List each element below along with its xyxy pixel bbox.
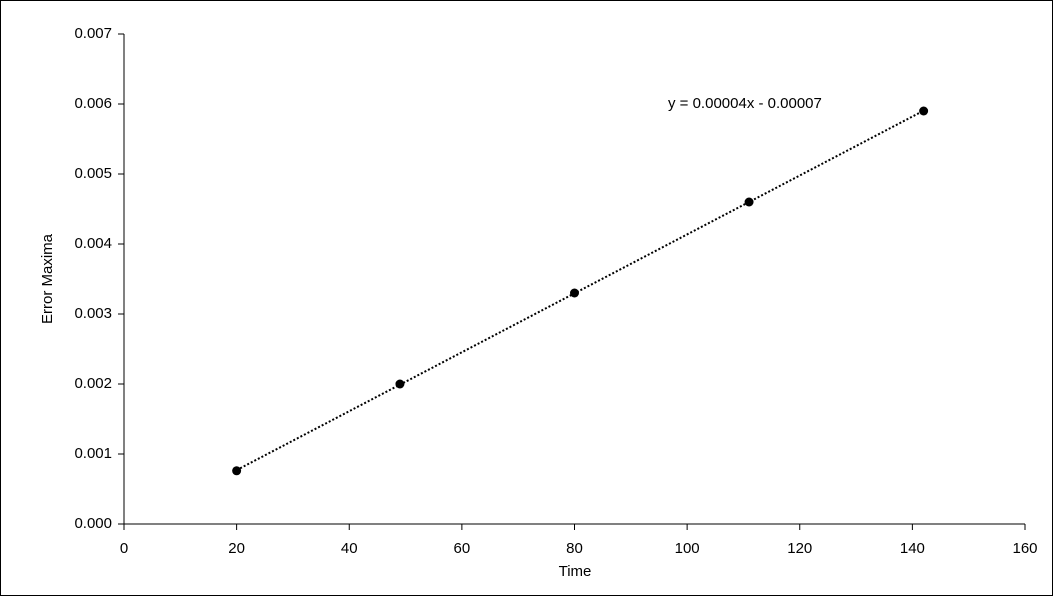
y-tick-label: 0.001 (74, 445, 112, 462)
data-point (232, 466, 242, 476)
y-axis-label: Error Maxima (39, 233, 56, 324)
trendline (236, 109, 925, 472)
data-point (744, 197, 754, 207)
x-tick-label: 0 (120, 540, 128, 557)
y-tick-label: 0.004 (74, 235, 112, 252)
data-point (570, 288, 579, 298)
x-axis-label: Time (559, 563, 592, 580)
x-tick-label: 20 (228, 540, 245, 557)
x-tick-label: 100 (675, 540, 700, 557)
x-tick-label: 120 (787, 540, 812, 557)
x-tick-label: 60 (454, 540, 471, 557)
y-tick-label: 0.006 (74, 95, 112, 112)
y-tick-label: 0.007 (74, 25, 112, 42)
x-tick-label: 160 (1012, 540, 1037, 557)
x-tick-label: 40 (341, 540, 358, 557)
x-tick-label: 140 (900, 540, 925, 557)
y-tick-label: 0.003 (74, 305, 112, 322)
y-tick-label: 0.005 (74, 165, 112, 182)
data-point (919, 106, 929, 116)
x-tick-label: 80 (566, 540, 583, 557)
y-tick-label: 0.002 (74, 375, 112, 392)
trendline-equation: y = 0.00004x - 0.00007 (668, 95, 822, 112)
y-tick-label: 0.000 (74, 515, 112, 532)
data-point (395, 379, 405, 389)
